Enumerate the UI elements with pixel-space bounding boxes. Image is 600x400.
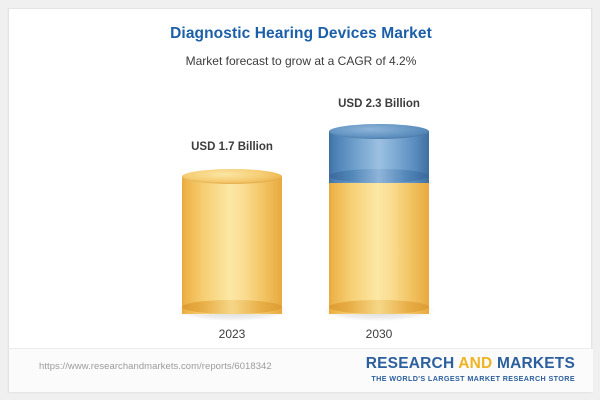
logo[interactable]: RESEARCH AND MARKETS THE WORLD'S LARGEST…	[366, 354, 575, 384]
bar-value-label-2030: USD 2.3 Billion	[338, 98, 420, 110]
chart-card: Diagnostic Hearing Devices Market Market…	[8, 8, 593, 392]
cylinder-growth-body-2030	[329, 131, 429, 183]
logo-tagline: THE WORLD'S LARGEST MARKET RESEARCH STOR…	[371, 374, 575, 383]
chart-title: Diagnostic Hearing Devices Market	[170, 25, 432, 42]
cylinder-base-body-2030	[329, 176, 429, 314]
cylinder-body-2023	[182, 176, 282, 314]
footer-divider	[9, 348, 593, 349]
logo-word-research: RESEARCH	[365, 355, 459, 372]
cylinder-2023[interactable]	[176, 169, 288, 321]
source-url[interactable]: https://www.researchandmarkets.com/repor…	[39, 361, 272, 372]
logo-word-markets: MARKETS	[492, 355, 575, 372]
footer: https://www.researchandmarkets.com/repor…	[9, 349, 593, 392]
plot-area: USD 1.7 Billion 2023 USD 2.3 Billion	[9, 9, 593, 349]
x-tick-2023: 2023	[218, 327, 246, 341]
bar-group-2030: USD 2.3 Billion 2030	[323, 9, 435, 349]
bar-group-2023: USD 1.7 Billion 2023	[176, 9, 288, 349]
cylinder-top-2030	[329, 124, 429, 139]
logo-word-and: AND	[458, 355, 493, 372]
chart-subtitle: Market forecast to grow at a CAGR of 4.2…	[185, 54, 417, 68]
x-tick-2030: 2030	[365, 327, 393, 341]
bar-value-label-2023: USD 1.7 Billion	[191, 141, 273, 153]
cylinder-top-2023	[182, 169, 282, 184]
cylinder-2030[interactable]	[323, 124, 435, 321]
logo-wordmark: RESEARCH AND MARKETS	[366, 354, 575, 373]
